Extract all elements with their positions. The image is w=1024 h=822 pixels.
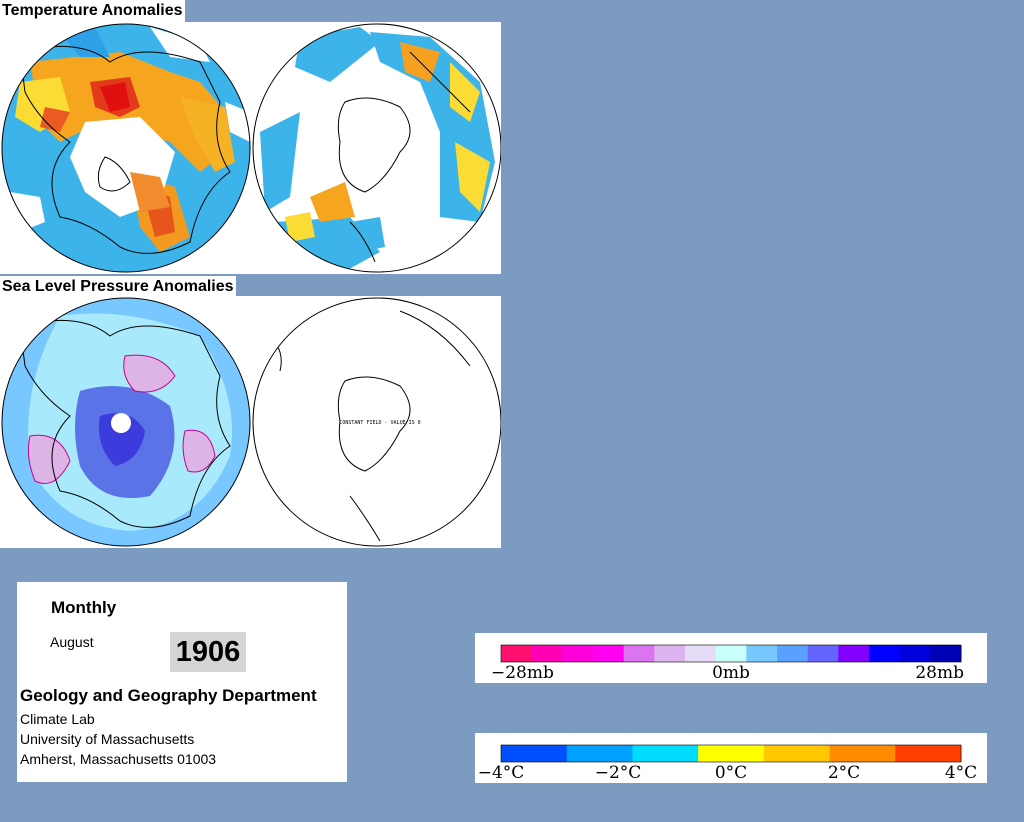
temperature-bar-swatch <box>566 745 633 762</box>
pressure-bar-swatch <box>593 645 625 662</box>
pressure-bar-swatch <box>623 645 655 662</box>
pressure-bar-swatch <box>807 645 839 662</box>
temperature-southern-hemisphere <box>253 24 501 272</box>
department-label: Geology and Geography Department <box>20 686 317 705</box>
temperature-bar-outline <box>500 744 962 763</box>
temperature-label-neg: −2°C <box>595 763 642 783</box>
pressure-label-min: −28mb <box>491 663 554 683</box>
constant-field-annotation: CONSTANT FIELD - VALUE IS 0 <box>339 420 420 426</box>
pressure-bar-swatch <box>562 645 594 662</box>
address-label: Amherst, Massachusetts 01003 <box>20 751 217 767</box>
temperature-bar-swatch <box>763 745 831 762</box>
info-box: Monthly August 1906 Geology and Geograph… <box>17 582 347 782</box>
pressure-bar-swatch <box>501 645 533 662</box>
temperature-bar-swatch <box>829 745 896 762</box>
pressure-northern-hemisphere <box>2 298 250 546</box>
temperature-legend: −4°C −2°C 0°C 2°C 4°C <box>475 733 987 783</box>
lab-label: Climate Lab <box>20 711 95 727</box>
temperature-label-zero: 0°C <box>715 763 747 783</box>
temperature-label-min: −4°C <box>478 763 525 783</box>
pressure-bar-swatch <box>654 645 686 662</box>
pressure-bar-swatch <box>715 645 747 662</box>
temperature-bar-swatch <box>632 745 699 762</box>
year-label: 1906 <box>170 632 246 672</box>
pressure-label-zero: 0mb <box>712 663 750 683</box>
pressure-color-bar <box>500 644 962 663</box>
pressure-bar-swatch <box>531 645 563 662</box>
pressure-label-max: 28mb <box>915 663 964 683</box>
pressure-bar-swatch <box>838 645 870 662</box>
pressure-map-panel: CONSTANT FIELD - VALUE IS 0 <box>0 296 501 548</box>
pressure-legend: −28mb 0mb 28mb <box>475 633 987 683</box>
pressure-bar-swatch <box>746 645 778 662</box>
pressure-bar-swatch <box>899 645 931 662</box>
pressure-bar-swatch <box>930 645 962 662</box>
pressure-southern-hemisphere: CONSTANT FIELD - VALUE IS 0 <box>253 298 501 546</box>
pressure-bar-outline <box>500 644 962 663</box>
temperature-label-pos: 2°C <box>828 763 860 783</box>
temperature-title: Temperature Anomalies <box>0 0 185 22</box>
university-label: University of Massachusetts <box>20 731 195 747</box>
pressure-title: Sea Level Pressure Anomalies <box>0 276 236 298</box>
pressure-bar-swatch <box>777 645 809 662</box>
temperature-map-panel <box>0 22 501 274</box>
temperature-bar-swatch <box>895 745 962 762</box>
temperature-bar-swatch <box>501 745 568 762</box>
pressure-bar-swatch <box>869 645 901 662</box>
temperature-bar-swatch <box>698 745 765 762</box>
month-label: August <box>50 634 94 650</box>
pressure-bar-swatch <box>685 645 717 662</box>
temperature-label-max: 4°C <box>945 763 977 783</box>
temperature-northern-hemisphere <box>2 24 250 272</box>
period-label: Monthly <box>51 598 117 617</box>
temperature-color-bar <box>500 744 962 763</box>
